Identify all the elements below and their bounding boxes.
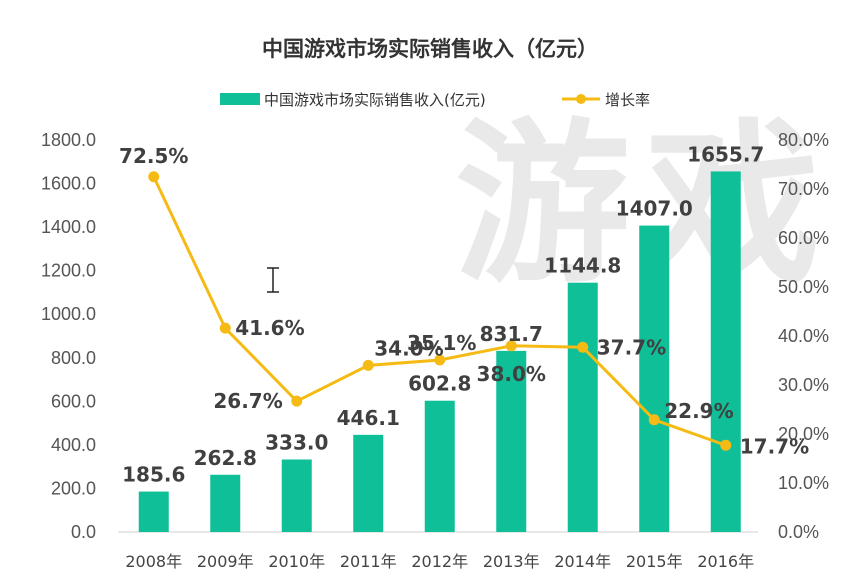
y-axis-left: 0.0 200.0 400.0 600.0 800.0 1000.0 1200.0 1400.… [41, 130, 96, 542]
x-tick-label: 2012年 [411, 552, 468, 571]
bar [353, 434, 384, 532]
bar-value-label: 1655.7 [687, 142, 764, 166]
bar-value-label: 333.0 [265, 430, 328, 454]
bar [710, 171, 741, 532]
bar-value-label: 262.8 [194, 446, 257, 470]
legend-label-line: 增长率 [605, 91, 650, 109]
bar-value-label: 1407.0 [616, 197, 693, 221]
legend: 中国游戏市场实际销售收入(亿元) 增长率 [220, 91, 650, 109]
bar-value-label: 185.6 [122, 463, 185, 487]
watermark-char-1: 游 [455, 104, 630, 307]
bars-layer [138, 171, 741, 532]
bar-value-label: 831.7 [480, 322, 543, 346]
y-left-tick-label: 600.0 [51, 391, 96, 411]
y-right-tick-label: 0.0% [778, 522, 819, 542]
bar [210, 474, 241, 532]
y-right-tick-label: 30.0% [778, 375, 829, 395]
growth-rate-point [291, 395, 303, 407]
growth-rate-label: 17.7% [740, 434, 809, 458]
legend-label-bars: 中国游戏市场实际销售收入(亿元) [264, 91, 486, 109]
bar [138, 491, 169, 532]
y-left-tick-label: 1200.0 [41, 261, 96, 281]
y-right-tick-label: 80.0% [778, 130, 829, 150]
y-right-tick-label: 40.0% [778, 326, 829, 346]
y-axis-right: 0.0% 10.0% 20.0% 30.0% 40.0% 50.0% 60.0% 70.0% 8… [778, 130, 829, 542]
bar-value-label: 602.8 [408, 372, 471, 396]
x-tick-label: 2016年 [697, 552, 754, 571]
y-left-tick-label: 200.0 [51, 478, 96, 498]
growth-rate-label: 72.5% [119, 144, 188, 168]
x-tick-label: 2010年 [268, 552, 325, 571]
growth-rate-label: 34.0% [374, 336, 443, 360]
legend-swatch-bars [220, 93, 260, 105]
growth-rate-point [148, 171, 160, 183]
y-left-tick-label: 800.0 [51, 348, 96, 368]
x-tick-label: 2015年 [626, 552, 683, 571]
y-right-tick-label: 70.0% [778, 179, 829, 199]
x-tick-label: 2009年 [197, 552, 254, 571]
data-labels-layer: 185.6 262.8 333.0 446.1 602.8 831.7 1144.8 1407… [119, 142, 809, 486]
growth-rate-point [720, 439, 732, 451]
growth-rate-label: 35.1% [407, 331, 476, 355]
chart-title: 中国游戏市场实际销售收入（亿元） [262, 37, 598, 61]
bar-value-label: 1144.8 [544, 254, 621, 278]
growth-rate-point [434, 354, 446, 366]
growth-rate-point [219, 322, 231, 334]
legend-marker-line [576, 94, 586, 104]
x-tick-label: 2014年 [554, 552, 611, 571]
x-tick-label: 2013年 [483, 552, 540, 571]
bar-value-label: 446.1 [337, 406, 400, 430]
y-right-tick-label: 60.0% [778, 228, 829, 248]
x-axis-ticks: 2008年 2009年 2010年 2011年 2012年 2013年 2014年 2015年… [125, 552, 754, 571]
growth-line-layer [148, 171, 732, 451]
growth-rate-label: 26.7% [213, 389, 282, 413]
x-tick-label: 2011年 [340, 552, 397, 571]
bar [281, 459, 312, 532]
y-right-tick-label: 50.0% [778, 277, 829, 297]
text-cursor-icon [267, 267, 279, 293]
y-left-tick-label: 0.0 [71, 522, 96, 542]
bar [567, 282, 598, 532]
bar [496, 350, 527, 532]
bar [424, 400, 455, 532]
y-left-tick-label: 1400.0 [41, 217, 96, 237]
growth-rate-label: 22.9% [664, 399, 733, 423]
y-left-tick-label: 1000.0 [41, 304, 96, 324]
y-right-tick-label: 20.0% [778, 424, 829, 444]
growth-rate-label: 38.0% [477, 362, 546, 386]
growth-rate-point [577, 341, 589, 353]
growth-rate-point [362, 359, 374, 371]
y-left-tick-label: 1800.0 [41, 130, 96, 150]
growth-rate-point [648, 414, 660, 426]
x-tick-label: 2008年 [125, 552, 182, 571]
growth-rate-label: 37.7% [597, 335, 666, 359]
y-left-tick-label: 1600.0 [41, 174, 96, 194]
y-left-tick-label: 400.0 [51, 435, 96, 455]
bar [639, 225, 670, 532]
y-right-tick-label: 10.0% [778, 473, 829, 493]
growth-rate-point [505, 340, 517, 352]
growth-rate-label: 41.6% [235, 316, 304, 340]
